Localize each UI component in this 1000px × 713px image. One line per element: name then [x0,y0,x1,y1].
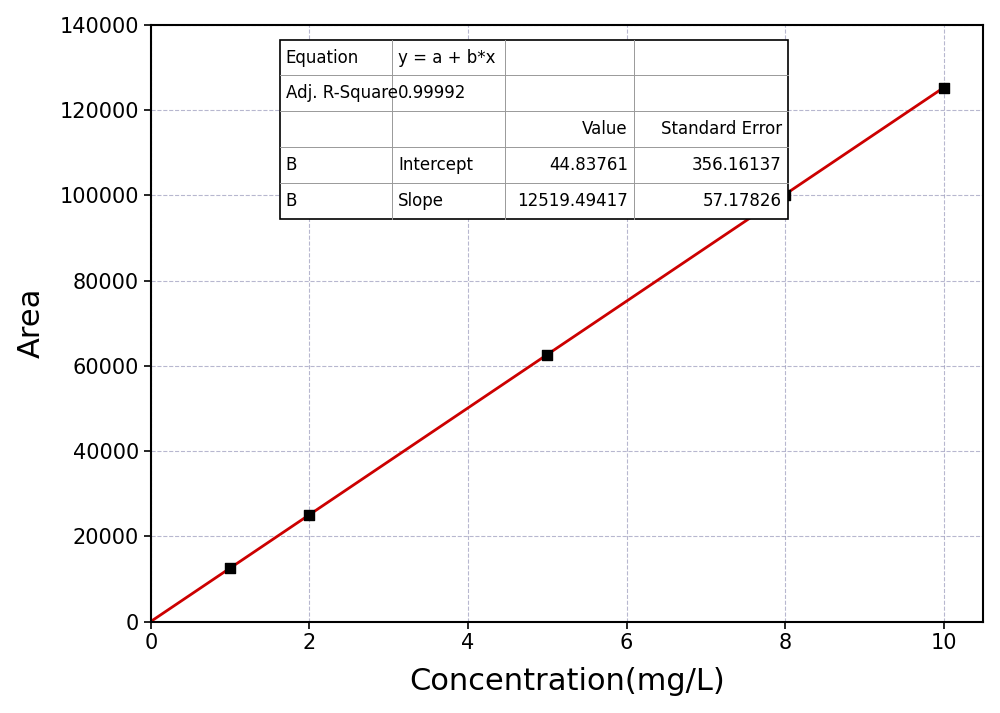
Point [222,563,238,574]
Text: B: B [286,156,297,174]
Text: 44.83761: 44.83761 [549,156,628,174]
Text: Value: Value [582,120,628,138]
Text: Intercept: Intercept [398,156,473,174]
Text: 356.16137: 356.16137 [692,156,782,174]
Text: Equation: Equation [286,48,359,66]
Text: Standard Error: Standard Error [661,120,782,138]
Point [936,82,952,93]
X-axis label: Concentration(mg/L): Concentration(mg/L) [409,667,725,697]
Text: Adj. R-Square: Adj. R-Square [286,84,398,103]
Y-axis label: Area: Area [17,288,46,359]
Text: 57.17826: 57.17826 [703,192,782,210]
Text: B: B [286,192,297,210]
Text: 0.99992: 0.99992 [398,84,466,103]
Bar [280,40,788,219]
Text: Slope: Slope [398,192,444,210]
Text: y = a + b*x: y = a + b*x [398,48,496,66]
Point [777,189,793,200]
Point [301,509,317,520]
Point [539,349,555,361]
Text: 12519.49417: 12519.49417 [517,192,628,210]
